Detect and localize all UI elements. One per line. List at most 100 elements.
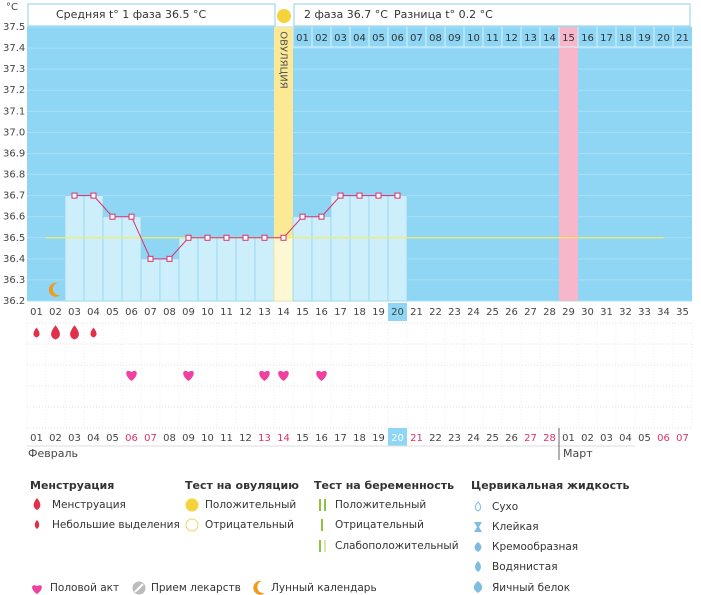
temperature-point bbox=[337, 192, 344, 199]
temperature-point bbox=[185, 234, 192, 241]
legend-icon bbox=[474, 542, 482, 552]
y-tick-label: 36.9 bbox=[3, 148, 25, 159]
day-label: 01 bbox=[30, 307, 43, 318]
y-tick-label: 37.3 bbox=[3, 64, 25, 75]
phase2-day-label: 13 bbox=[524, 33, 537, 44]
menstruation-drop bbox=[33, 327, 40, 338]
phase1-text: Средняя t° 1 фаза 36.5 °C bbox=[56, 8, 206, 21]
today-box bbox=[388, 303, 407, 321]
legend-icon bbox=[32, 585, 42, 594]
date-label: 26 bbox=[505, 433, 518, 444]
temperature-point bbox=[128, 213, 135, 220]
phase1-box bbox=[27, 3, 276, 27]
legend-item: Отрицательный bbox=[205, 519, 294, 531]
legend-icon bbox=[134, 583, 144, 593]
date-label: 07 bbox=[676, 433, 689, 444]
day-label: 24 bbox=[467, 307, 480, 318]
temperature-bar bbox=[216, 237, 237, 302]
expected-period-column bbox=[559, 27, 578, 301]
temperature-point bbox=[356, 192, 363, 199]
legend-icon bbox=[253, 580, 265, 595]
legend-title: Цервикальная жидкость bbox=[471, 479, 629, 492]
day-label: 19 bbox=[372, 307, 385, 318]
date-label: 21 bbox=[410, 433, 423, 444]
temperature-point bbox=[109, 213, 116, 220]
date-label: 13 bbox=[258, 433, 271, 444]
day-label: 16 bbox=[315, 307, 328, 318]
temperature-point bbox=[147, 255, 154, 262]
date-label: 01 bbox=[30, 433, 43, 444]
y-tick-label: 37.2 bbox=[3, 85, 25, 96]
date-label: 15 bbox=[296, 433, 309, 444]
menstruation-drop bbox=[51, 325, 60, 340]
legend-item: Менструация bbox=[52, 499, 126, 511]
menstruation-drop bbox=[70, 325, 79, 340]
date-label: 03 bbox=[68, 433, 81, 444]
y-tick-label: 36.6 bbox=[3, 212, 25, 223]
day-label: 11 bbox=[220, 307, 233, 318]
temperature-point bbox=[261, 234, 268, 241]
temperature-bar bbox=[159, 258, 180, 302]
y-tick-label: 37.1 bbox=[3, 106, 25, 117]
legend-item: Водянистая bbox=[492, 561, 558, 573]
legend-icon bbox=[319, 540, 321, 552]
date-label: 02 bbox=[49, 433, 62, 444]
date-label: 20 bbox=[391, 433, 404, 444]
heart bbox=[183, 370, 194, 381]
legend-item: Яичный белок bbox=[492, 582, 570, 594]
y-tick-label: 37.4 bbox=[3, 43, 25, 54]
legend-title: Тест на беременность bbox=[314, 479, 454, 492]
date-label: 11 bbox=[220, 433, 233, 444]
phase2-day-label: 16 bbox=[581, 33, 594, 44]
day-label: 10 bbox=[201, 307, 214, 318]
phase2-day-label: 01 bbox=[296, 33, 309, 44]
day-label: 29 bbox=[562, 307, 575, 318]
date-label: 07 bbox=[144, 433, 157, 444]
legend-icon bbox=[185, 518, 199, 532]
phase2-day-label: 18 bbox=[619, 33, 632, 44]
temperature-bar bbox=[140, 258, 161, 302]
heart bbox=[278, 370, 289, 381]
legend-title: Тест на овуляцию bbox=[185, 479, 299, 492]
day-label: 09 bbox=[182, 307, 195, 318]
date-label: 19 bbox=[372, 433, 385, 444]
temperature-bar bbox=[292, 216, 313, 302]
temperature-point bbox=[394, 192, 401, 199]
day-label: 07 bbox=[144, 307, 157, 318]
legend-item: Прием лекарств bbox=[151, 582, 241, 594]
legend-item: Отрицательный bbox=[335, 519, 424, 531]
date-label: 27 bbox=[524, 433, 537, 444]
day-label: 22 bbox=[429, 307, 442, 318]
legend-icon bbox=[321, 519, 323, 531]
legend-icon bbox=[474, 522, 482, 532]
legend-title: Менструация bbox=[30, 479, 114, 492]
legend-icon bbox=[474, 501, 482, 512]
legend-item: Лунный календарь bbox=[271, 582, 377, 594]
date-label: 17 bbox=[334, 433, 347, 444]
temperature-point bbox=[280, 234, 287, 241]
legend-item: Положительный bbox=[205, 499, 296, 511]
temperature-line bbox=[74, 195, 398, 260]
difference-text: Разница t° 0.2 °C bbox=[394, 8, 493, 21]
temperature-bar bbox=[83, 195, 104, 302]
date-label: 23 bbox=[448, 433, 461, 444]
temperature-point bbox=[223, 234, 230, 241]
date-label: 09 bbox=[182, 433, 195, 444]
date-label: 08 bbox=[163, 433, 176, 444]
temperature-bar bbox=[387, 195, 408, 302]
y-tick-label: 36.8 bbox=[3, 170, 25, 181]
phase2-day-label: 08 bbox=[429, 33, 442, 44]
date-label: 16 bbox=[315, 433, 328, 444]
temperature-point bbox=[166, 255, 173, 262]
day-label: 08 bbox=[163, 307, 176, 318]
legend-icon bbox=[34, 520, 40, 529]
phase2-day-label: 21 bbox=[676, 33, 689, 44]
temperature-bar bbox=[64, 195, 85, 302]
legend: Менструация Менструация Небольшие выделе… bbox=[30, 479, 629, 595]
legend-item: Положительный bbox=[335, 499, 426, 511]
date-label: 05 bbox=[638, 433, 651, 444]
temperature-bar bbox=[102, 216, 123, 302]
date-label: 28 bbox=[543, 433, 556, 444]
temperature-bar bbox=[368, 195, 389, 302]
